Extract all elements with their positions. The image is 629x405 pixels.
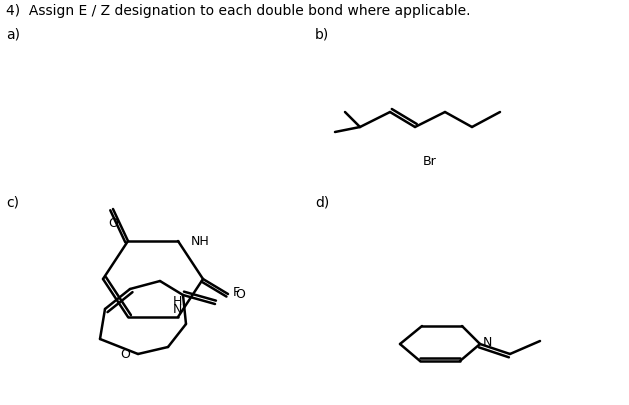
Text: O: O bbox=[235, 288, 245, 301]
Text: d): d) bbox=[315, 196, 329, 209]
Text: N: N bbox=[172, 302, 182, 315]
Text: NH: NH bbox=[191, 235, 209, 248]
Text: N: N bbox=[483, 336, 493, 349]
Text: F: F bbox=[233, 286, 240, 299]
Text: O: O bbox=[108, 216, 118, 230]
Text: c): c) bbox=[6, 196, 19, 209]
Text: O: O bbox=[120, 347, 130, 360]
Text: H: H bbox=[172, 294, 182, 307]
Text: Br: Br bbox=[423, 155, 437, 168]
Text: b): b) bbox=[315, 28, 329, 42]
Text: 4)  Assign E / Z designation to each double bond where applicable.: 4) Assign E / Z designation to each doub… bbox=[6, 4, 470, 18]
Text: a): a) bbox=[6, 28, 20, 42]
